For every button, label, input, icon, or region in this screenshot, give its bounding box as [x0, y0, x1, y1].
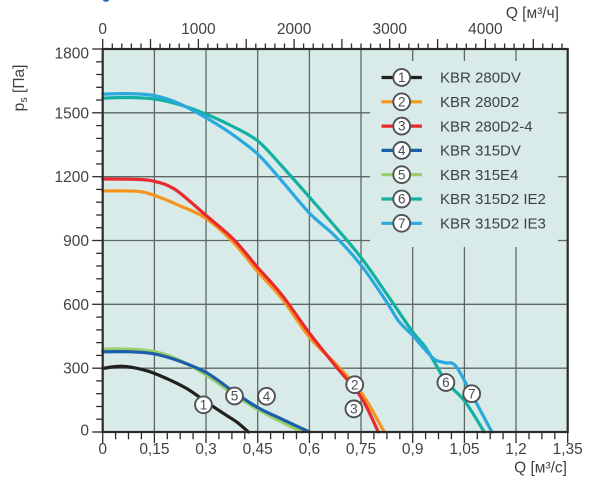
svg-text:KBR 315D2 IE3: KBR 315D2 IE3 — [440, 216, 546, 233]
svg-text:2000: 2000 — [277, 21, 312, 38]
svg-text:1800: 1800 — [55, 46, 90, 63]
svg-text:4: 4 — [263, 389, 271, 404]
svg-text:7: 7 — [398, 216, 406, 231]
svg-text:0,9: 0,9 — [402, 441, 424, 458]
svg-text:4000: 4000 — [468, 21, 503, 38]
svg-text:4: 4 — [398, 143, 406, 158]
svg-text:0: 0 — [80, 423, 89, 440]
svg-text:600: 600 — [63, 297, 89, 314]
svg-text:1,05: 1,05 — [449, 441, 479, 458]
svg-text:6: 6 — [398, 192, 406, 207]
svg-text:1,35: 1,35 — [553, 441, 583, 458]
svg-text:1,2: 1,2 — [505, 441, 527, 458]
svg-text:0,3: 0,3 — [195, 441, 217, 458]
svg-text:0,6: 0,6 — [299, 441, 321, 458]
svg-text:0: 0 — [98, 21, 107, 38]
svg-text:3: 3 — [398, 119, 406, 134]
svg-text:KBR 315D2 IE2: KBR 315D2 IE2 — [440, 191, 546, 208]
svg-text:0,15: 0,15 — [139, 441, 169, 458]
svg-text:Q [м³/ч]: Q [м³/ч] — [506, 5, 559, 22]
svg-text:KBR 280D2-4: KBR 280D2-4 — [440, 118, 533, 135]
svg-text:KBR 315DV: KBR 315DV — [440, 143, 521, 160]
svg-text:KBR 280D2: KBR 280D2 — [440, 94, 519, 111]
svg-text:2: 2 — [398, 94, 406, 109]
svg-text:1: 1 — [200, 397, 208, 412]
svg-text:3: 3 — [350, 402, 358, 417]
svg-text:0: 0 — [98, 441, 107, 458]
svg-text:5: 5 — [231, 389, 239, 404]
svg-text:1: 1 — [398, 70, 406, 85]
svg-text:7: 7 — [468, 386, 476, 401]
svg-text:1000: 1000 — [181, 21, 216, 38]
svg-text:KBR 280DV: KBR 280DV — [440, 70, 521, 87]
svg-text:KBR 315E4: KBR 315E4 — [440, 167, 518, 184]
svg-text:5: 5 — [398, 167, 406, 182]
svg-text:Q [м³/с]: Q [м³/с] — [514, 460, 567, 477]
svg-text:1500: 1500 — [55, 105, 90, 122]
svg-text:3000: 3000 — [372, 21, 407, 38]
svg-text:2: 2 — [351, 377, 359, 392]
svg-text:0,45: 0,45 — [243, 441, 273, 458]
svg-text:0,75: 0,75 — [346, 441, 376, 458]
svg-text:6: 6 — [442, 375, 450, 390]
svg-text:1200: 1200 — [55, 169, 90, 186]
svg-text:300: 300 — [63, 361, 89, 378]
svg-text:ps [Па]: ps [Па] — [11, 65, 30, 112]
svg-text:900: 900 — [63, 233, 89, 250]
